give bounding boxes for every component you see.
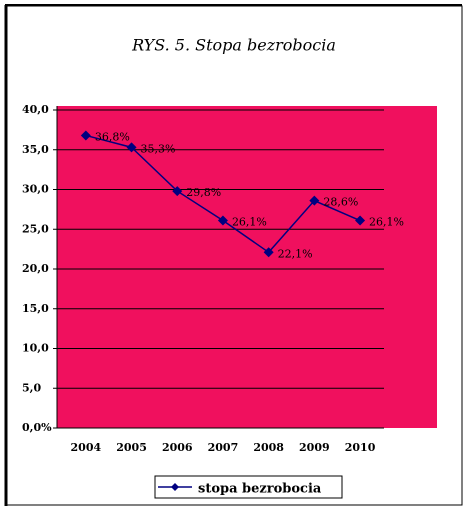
y-tick-label: 15,0	[22, 302, 49, 315]
marker	[80, 130, 91, 141]
legend-marker	[171, 483, 179, 491]
legend-box	[154, 475, 343, 499]
y-tick-label: 25,0	[22, 222, 49, 235]
y-tick-label: 40,0	[22, 103, 49, 116]
y-tick-label: 30,0	[22, 183, 49, 196]
y-tick-label: 10,0	[22, 342, 49, 355]
data-label: 28,6%	[323, 196, 358, 209]
y-tick-label: 0,0%	[22, 421, 52, 434]
y-tick-label: 5,0	[22, 381, 41, 394]
chart-title: RYS. 5. Stopa bezrobocia	[131, 36, 336, 55]
x-tick-label: 2004	[71, 441, 102, 454]
data-label: 35,3%	[141, 142, 176, 155]
y-tick-label: 20,0	[22, 262, 49, 275]
data-label: 22,1%	[278, 247, 313, 260]
marker	[126, 142, 137, 153]
marker	[263, 247, 274, 258]
x-tick-label: 2010	[345, 441, 376, 454]
x-tick-label: 2006	[162, 441, 193, 454]
marker	[309, 195, 320, 206]
plot-area	[57, 106, 437, 428]
legend-label: stopa bezrobocia	[198, 482, 322, 497]
data-label: 36,8%	[95, 130, 130, 143]
data-label: 26,1%	[232, 216, 267, 229]
x-tick-label: 2007	[208, 441, 239, 454]
x-tick-label: 2009	[299, 441, 330, 454]
data-label: 29,8%	[186, 186, 221, 199]
marker	[217, 215, 228, 226]
marker	[355, 215, 366, 226]
data-label: 26,1%	[369, 216, 404, 229]
y-tick-label: 35,0	[22, 143, 49, 156]
marker	[172, 186, 183, 197]
x-tick-label: 2005	[116, 441, 147, 454]
x-tick-label: 2008	[253, 441, 284, 454]
